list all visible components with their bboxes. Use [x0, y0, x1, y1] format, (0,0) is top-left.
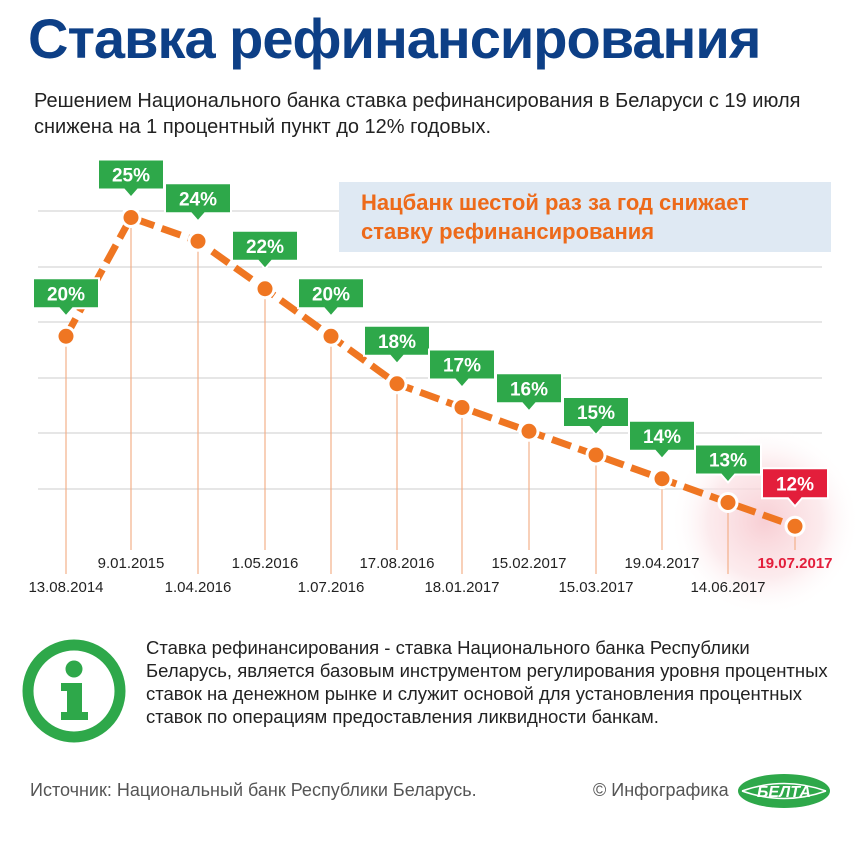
page-title: Ставка рефинансирования [28, 7, 761, 70]
value-label: 17% [443, 356, 481, 377]
data-point [386, 373, 408, 395]
value-label-box [231, 229, 299, 271]
data-point [55, 325, 77, 347]
value-label-box [562, 396, 630, 437]
info-icon [22, 639, 126, 743]
date-label: 18.01.2017 [424, 579, 499, 596]
data-point [585, 444, 607, 466]
date-label: 1.04.2016 [165, 579, 232, 596]
svg-text:БЕЛТА: БЕЛТА [757, 784, 811, 801]
credit-note: © Инфографика [593, 780, 729, 800]
data-point [320, 325, 342, 347]
value-label-box [694, 443, 762, 485]
data-point [451, 397, 473, 418]
date-label: 19.07.2017 [757, 555, 832, 572]
date-label: 15.03.2017 [558, 579, 633, 596]
value-label-box [628, 419, 696, 461]
value-label-box [32, 277, 100, 318]
value-label-box [363, 324, 431, 366]
series-line [62, 214, 797, 530]
value-label-box [97, 158, 165, 200]
value-label: 12% [776, 474, 814, 495]
callout-text: Нацбанк шестой раз за год снижает ставку… [361, 190, 749, 244]
value-label: 24% [179, 189, 217, 210]
value-label-box [164, 182, 232, 223]
data-point [784, 515, 806, 537]
subtitle: Решением Национального банка ставка рефи… [34, 90, 801, 138]
value-label: 16% [510, 379, 548, 400]
value-label: 22% [246, 237, 284, 258]
value-label-box [297, 277, 365, 318]
data-point [651, 468, 673, 490]
value-label: 13% [709, 451, 747, 472]
date-label: 1.07.2016 [298, 579, 365, 596]
date-label: 1.05.2016 [232, 555, 299, 572]
date-label: 13.08.2014 [28, 579, 103, 596]
date-label: 19.04.2017 [624, 555, 699, 572]
data-point [120, 207, 142, 228]
data-point [187, 230, 209, 252]
source-note: Источник: Национальный банк Республики Б… [30, 780, 477, 800]
date-label: 14.06.2017 [690, 579, 765, 596]
value-label: 18% [378, 332, 416, 353]
data-point [717, 492, 739, 513]
date-label: 15.02.2017 [491, 555, 566, 572]
date-label: 17.08.2016 [359, 555, 434, 572]
belta-logo: БЕЛТА [738, 774, 830, 808]
value-label-box [495, 372, 563, 413]
data-point [518, 420, 540, 442]
data-point [254, 278, 276, 300]
rate-chart: 20% 25% 24% 22% 20% 18% 17% 16% 15% 14% 13% 12% 13.… [28, 158, 855, 610]
value-label: 14% [643, 427, 681, 448]
date-label: 9.01.2015 [98, 555, 165, 572]
value-label-box [761, 467, 829, 508]
callout-box: Нацбанк шестой раз за год снижает ставку… [339, 182, 831, 252]
value-label: 15% [577, 403, 615, 424]
value-label: 20% [47, 284, 85, 305]
info-text: Ставка рефинансирования - ставка Национа… [146, 637, 828, 727]
value-label: 20% [312, 284, 350, 305]
value-label-box [428, 348, 496, 390]
value-label: 25% [112, 166, 150, 187]
